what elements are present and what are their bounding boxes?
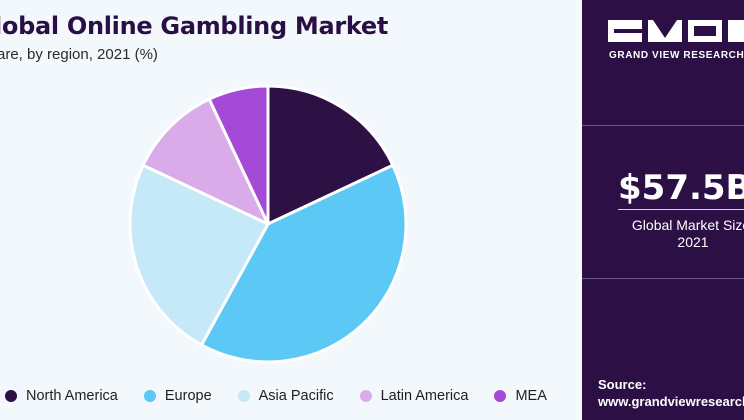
source-label: Source: [598, 377, 647, 392]
legend-item: MEA [494, 388, 547, 404]
legend-swatch [143, 390, 156, 402]
legend-item: North America [5, 388, 118, 404]
pie-slice-asia-pacific [128, 163, 270, 347]
legend-label: MEA [515, 388, 547, 404]
pie-slice-latin-america [141, 97, 270, 226]
market-size-label-line2: 2021 [677, 234, 709, 250]
sidebar-divider [582, 125, 744, 126]
legend-swatch [237, 390, 250, 402]
legend-swatch [494, 390, 507, 402]
market-size-value: $57.5B [618, 168, 744, 208]
grand-view-research-logo: GRAND VIEW RESEARCH [608, 18, 744, 78]
market-size-label-line1: Global Market Size, [631, 217, 744, 233]
source-link[interactable]: www.grandviewresearch.com [598, 394, 744, 409]
chart-title: lobal Online Gambling Market [0, 12, 389, 40]
legend-item: Europe [143, 388, 212, 404]
chart-legend: North America Europe Asia Pacific Latin Ame… [0, 385, 582, 407]
legend-label: Latin America [380, 388, 469, 404]
legend-label: Asia Pacific [258, 388, 334, 404]
chart-panel: lobal Online Gambling Market are, by reg… [0, 12, 582, 407]
sidebar-divider [582, 278, 744, 279]
legend-label: Europe [164, 388, 212, 404]
legend-swatch [5, 390, 17, 402]
logo-mark-icon [608, 20, 744, 42]
legend-item: Latin America [359, 388, 469, 404]
pie-slice-europe [200, 163, 408, 364]
market-size-label: Global Market Size, 2021 [618, 217, 744, 251]
pie-slice-north-america [266, 84, 395, 226]
legend-swatch [359, 390, 372, 402]
logo-text: GRAND VIEW RESEARCH [609, 50, 744, 61]
pie-slice-mea [207, 84, 270, 226]
chart-subtitle: are, by region, 2021 (%) [0, 46, 158, 63]
market-size-underline [618, 209, 744, 210]
pie-chart [128, 84, 408, 364]
legend-label: North America [26, 388, 118, 404]
legend-item: Asia Pacific [237, 388, 334, 404]
brand-sidebar: GRAND VIEW RESEARCH $57.5B Global Market… [582, 0, 744, 420]
